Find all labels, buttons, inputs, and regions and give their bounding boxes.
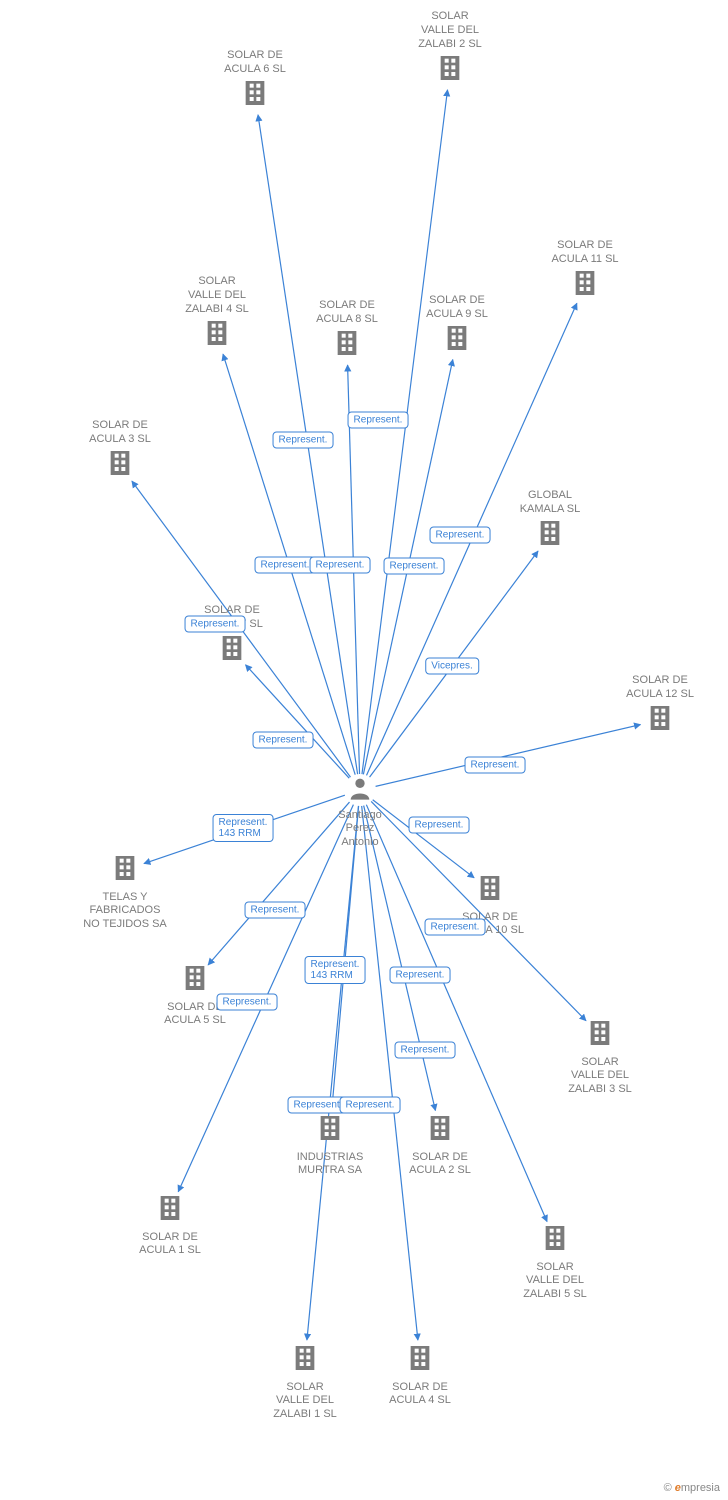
edge-label: Vicepres. — [425, 658, 479, 675]
node-acula12[interactable]: SOLAR DE ACULA 12 SL — [605, 674, 715, 741]
building-icon — [250, 1342, 360, 1379]
node-label: SOLAR DE ACULA 11 SL — [530, 239, 640, 267]
node-label: Santiago Perez Antonio — [305, 809, 415, 850]
building-icon — [70, 852, 180, 889]
edge-label: Represent. — [430, 527, 491, 544]
edge-label: Represent. — [185, 616, 246, 633]
building-icon — [200, 77, 310, 114]
edge-label: Represent. — [348, 412, 409, 429]
node-label: SOLAR DE ACULA 12 SL — [605, 674, 715, 702]
node-label: TELAS Y FABRICADOS NO TEJIDOS SA — [70, 891, 180, 932]
building-icon — [435, 872, 545, 909]
node-acula3[interactable]: SOLAR DE ACULA 3 SL — [65, 419, 175, 486]
building-icon — [385, 1112, 495, 1149]
node-acula4[interactable]: SOLAR DE ACULA 4 SL — [365, 1342, 475, 1409]
edge-label: Represent. — [425, 919, 486, 936]
building-icon — [177, 632, 287, 669]
node-label: SOLAR VALLE DEL ZALABI 1 SL — [250, 1381, 360, 1422]
node-acula8[interactable]: SOLAR DE ACULA 8 SL — [292, 299, 402, 366]
edge-line — [376, 725, 641, 787]
edge-label: Represent. — [273, 432, 334, 449]
building-icon — [495, 517, 605, 554]
edge-label: Represent. 143 RRM — [305, 956, 366, 984]
edge-label: Represent. — [390, 967, 451, 984]
node-acula6[interactable]: SOLAR DE ACULA 6 SL — [200, 49, 310, 116]
node-label: INDUSTRIAS MURTRA SA — [275, 1151, 385, 1179]
edge-line — [364, 806, 436, 1111]
edge-line — [362, 806, 418, 1340]
node-acula11[interactable]: SOLAR DE ACULA 11 SL — [530, 239, 640, 306]
building-icon — [605, 702, 715, 739]
edge-label: Represent. — [310, 557, 371, 574]
node-label: SOLAR DE ACULA 1 SL — [115, 1231, 225, 1259]
node-acula7[interactable]: SOLAR DE ACULA 7 SL — [177, 604, 287, 671]
edge-label: Represent. — [217, 994, 278, 1011]
building-icon — [500, 1222, 610, 1259]
node-murtra[interactable]: INDUSTRIAS MURTRA SA — [275, 1112, 385, 1179]
node-acula1[interactable]: SOLAR DE ACULA 1 SL — [115, 1192, 225, 1259]
edge-label: Represent. — [465, 757, 526, 774]
edge-label: Represent. — [340, 1097, 401, 1114]
node-zalabi2[interactable]: SOLAR VALLE DEL ZALABI 2 SL — [395, 10, 505, 90]
node-acula9[interactable]: SOLAR DE ACULA 9 SL — [402, 294, 512, 361]
network-edges — [0, 0, 728, 1500]
building-icon — [275, 1112, 385, 1149]
node-label: SOLAR VALLE DEL ZALABI 5 SL — [500, 1261, 610, 1302]
building-icon — [65, 447, 175, 484]
node-label: SOLAR DE ACULA 8 SL — [292, 299, 402, 327]
node-label: SOLAR DE ACULA 3 SL — [65, 419, 175, 447]
node-label: SOLAR DE ACULA 9 SL — [402, 294, 512, 322]
copyright: © empresia — [664, 1482, 720, 1494]
building-icon — [365, 1342, 475, 1379]
node-zalabi3[interactable]: SOLAR VALLE DEL ZALABI 3 SL — [545, 1017, 655, 1097]
center-node[interactable]: Santiago Perez Antonio — [305, 774, 415, 850]
node-zalabi5[interactable]: SOLAR VALLE DEL ZALABI 5 SL — [500, 1222, 610, 1302]
node-label: SOLAR DE ACULA 2 SL — [385, 1151, 495, 1179]
edge-label: Represent. — [395, 1042, 456, 1059]
node-zalabi4[interactable]: SOLAR VALLE DEL ZALABI 4 SL — [162, 275, 272, 355]
building-icon — [162, 317, 272, 354]
edge-label: Represent. — [253, 732, 314, 749]
node-kamala[interactable]: GLOBAL KAMALA SL — [495, 489, 605, 556]
copyright-symbol: © — [664, 1482, 672, 1494]
edge-label: Represent. — [255, 557, 316, 574]
edge-line — [245, 665, 349, 778]
node-label: SOLAR VALLE DEL ZALABI 4 SL — [162, 275, 272, 316]
building-icon — [292, 327, 402, 364]
node-acula2[interactable]: SOLAR DE ACULA 2 SL — [385, 1112, 495, 1179]
node-zalabi1[interactable]: SOLAR VALLE DEL ZALABI 1 SL — [250, 1342, 360, 1422]
building-icon — [530, 267, 640, 304]
edge-line — [307, 806, 359, 1340]
node-telas[interactable]: TELAS Y FABRICADOS NO TEJIDOS SA — [70, 852, 180, 932]
building-icon — [115, 1192, 225, 1229]
node-label: SOLAR DE ACULA 6 SL — [200, 49, 310, 77]
node-label: GLOBAL KAMALA SL — [495, 489, 605, 517]
node-label: SOLAR VALLE DEL ZALABI 3 SL — [545, 1056, 655, 1097]
node-label: SOLAR VALLE DEL ZALABI 2 SL — [395, 10, 505, 51]
person-icon — [305, 774, 415, 807]
edge-label: Represent. — [245, 902, 306, 919]
node-label: SOLAR DE ACULA 4 SL — [365, 1381, 475, 1409]
building-icon — [545, 1017, 655, 1054]
edge-label: Represent. 143 RRM — [213, 814, 274, 842]
building-icon — [402, 322, 512, 359]
building-icon — [395, 52, 505, 89]
edge-label: Represent. — [384, 558, 445, 575]
brand-rest: mpresia — [681, 1482, 720, 1494]
edge-label: Represent. — [409, 817, 470, 834]
